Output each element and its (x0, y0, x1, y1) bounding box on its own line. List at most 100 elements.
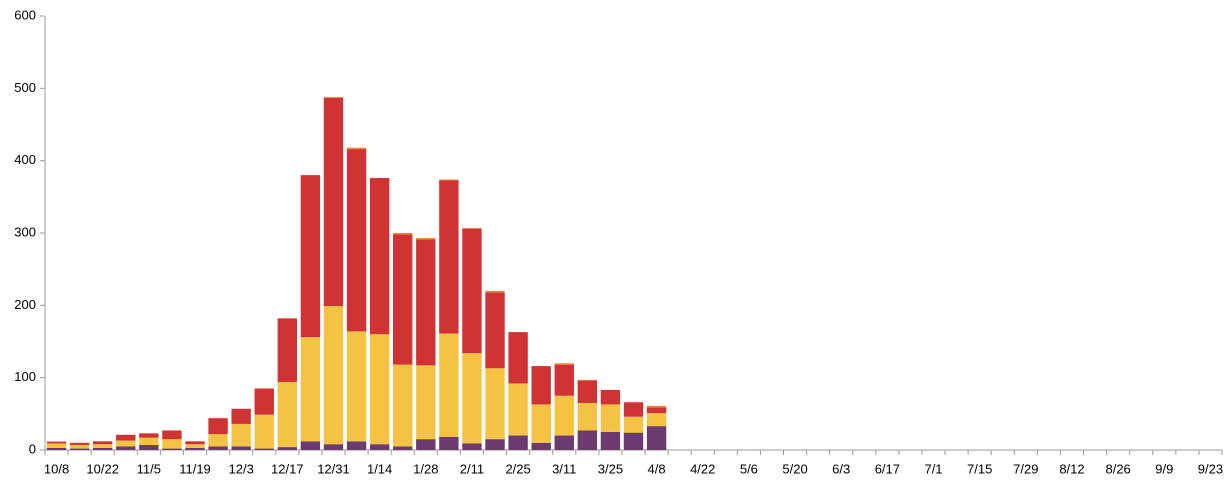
bar-segment (208, 446, 228, 450)
bar-segment (554, 435, 574, 450)
bar-segment (93, 444, 113, 448)
bar-segment (346, 149, 367, 332)
bar-segment (208, 418, 228, 435)
bar-segment (231, 408, 251, 424)
x-tick-label: 7/1 (924, 461, 942, 476)
bar-segment (508, 332, 528, 384)
bar-segment (577, 379, 598, 381)
x-tick-label: 1/28 (413, 461, 438, 476)
bar-segment (346, 147, 367, 150)
bar-segment (416, 239, 436, 366)
bar-segment (646, 426, 667, 450)
bar-segment (485, 290, 505, 293)
bar-segment (346, 331, 367, 442)
y-tick-label: 300 (14, 224, 36, 239)
bar-segment (416, 238, 436, 240)
bar-segment (323, 444, 344, 450)
bar-segment (369, 178, 390, 335)
bar-segment (462, 353, 482, 444)
bar-segment (323, 306, 344, 445)
bar-segment (393, 364, 413, 447)
bar-segment (185, 441, 205, 445)
bar-segment (139, 437, 159, 445)
bar-segment (46, 442, 67, 444)
bar-segment (231, 423, 251, 447)
y-tick-label: 100 (14, 369, 36, 384)
bar-segment (600, 389, 621, 405)
bar-segment (577, 402, 598, 431)
bar-segment (531, 366, 551, 405)
x-tick-label: 2/11 (460, 461, 484, 476)
bar-segment (323, 97, 344, 307)
x-tick-label: 3/11 (552, 461, 576, 476)
bar-segment (531, 442, 551, 450)
bar-segment (508, 383, 528, 436)
x-tick-label: 3/25 (598, 461, 623, 476)
bar-segment (623, 402, 644, 417)
bar-segment (46, 443, 67, 448)
bar-segment (600, 431, 621, 450)
x-tick-label: 12/17 (271, 461, 304, 476)
bar-segment (462, 227, 482, 229)
bar-segment (185, 447, 205, 450)
y-tick-label: 500 (14, 80, 36, 95)
x-tick-label: 10/8 (44, 461, 69, 476)
bar-segment (485, 292, 505, 369)
bar-segment (162, 430, 182, 440)
bar-segment (369, 334, 390, 445)
bar-segment (300, 337, 321, 442)
x-tick-label: 6/3 (832, 461, 850, 476)
bar-segment (439, 180, 459, 334)
bar-segment (116, 446, 136, 450)
x-tick-label: 5/20 (782, 461, 807, 476)
bar-segment (485, 368, 505, 440)
y-tick-label: 200 (14, 297, 36, 312)
bar-segment (462, 228, 482, 354)
x-tick-label: 10/22 (86, 461, 119, 476)
bar-segment (69, 442, 90, 445)
y-tick-label: 600 (14, 7, 36, 22)
x-tick-label: 2/25 (505, 461, 530, 476)
x-tick-label: 12/3 (229, 461, 254, 476)
x-tick-label: 1/14 (367, 461, 392, 476)
bar-segment (577, 380, 598, 403)
bar-segment (185, 444, 205, 448)
bar-segment (254, 414, 274, 449)
bar-segment (346, 441, 367, 450)
bar-segment (116, 440, 136, 447)
bar-segment (231, 446, 251, 450)
bar-segment (46, 441, 67, 443)
bar-segment (623, 432, 644, 450)
bar-segment (416, 365, 436, 440)
bar-segment (508, 435, 528, 450)
x-tick-label: 5/6 (740, 461, 758, 476)
bar-segment (369, 444, 390, 450)
bar-segment (162, 448, 182, 450)
x-tick-label: 8/26 (1105, 461, 1130, 476)
bar-segment (139, 433, 159, 438)
bar-segment (439, 333, 459, 437)
y-tick-label: 400 (14, 152, 36, 167)
bar-segment (485, 439, 505, 450)
bar-segment (93, 441, 113, 445)
bar-segment (254, 448, 274, 450)
bar-segment (600, 404, 621, 432)
bar-segment (554, 363, 574, 365)
bar-segment (393, 234, 413, 365)
bar-segment (69, 444, 90, 449)
bar-segment (439, 179, 459, 181)
bar-segment (162, 439, 182, 449)
bar-segment (439, 436, 459, 450)
bar-segment (646, 405, 667, 408)
x-tick-label: 7/29 (1013, 461, 1038, 476)
bar-segment (393, 446, 413, 450)
x-tick-label: 6/17 (875, 461, 900, 476)
x-tick-label: 4/8 (648, 461, 666, 476)
bar-segment (208, 434, 228, 447)
bar-segment (462, 443, 482, 450)
bar-segment (300, 441, 321, 450)
bar-segment (116, 434, 136, 441)
bar-segment (277, 447, 298, 450)
bar-segment (554, 395, 574, 436)
